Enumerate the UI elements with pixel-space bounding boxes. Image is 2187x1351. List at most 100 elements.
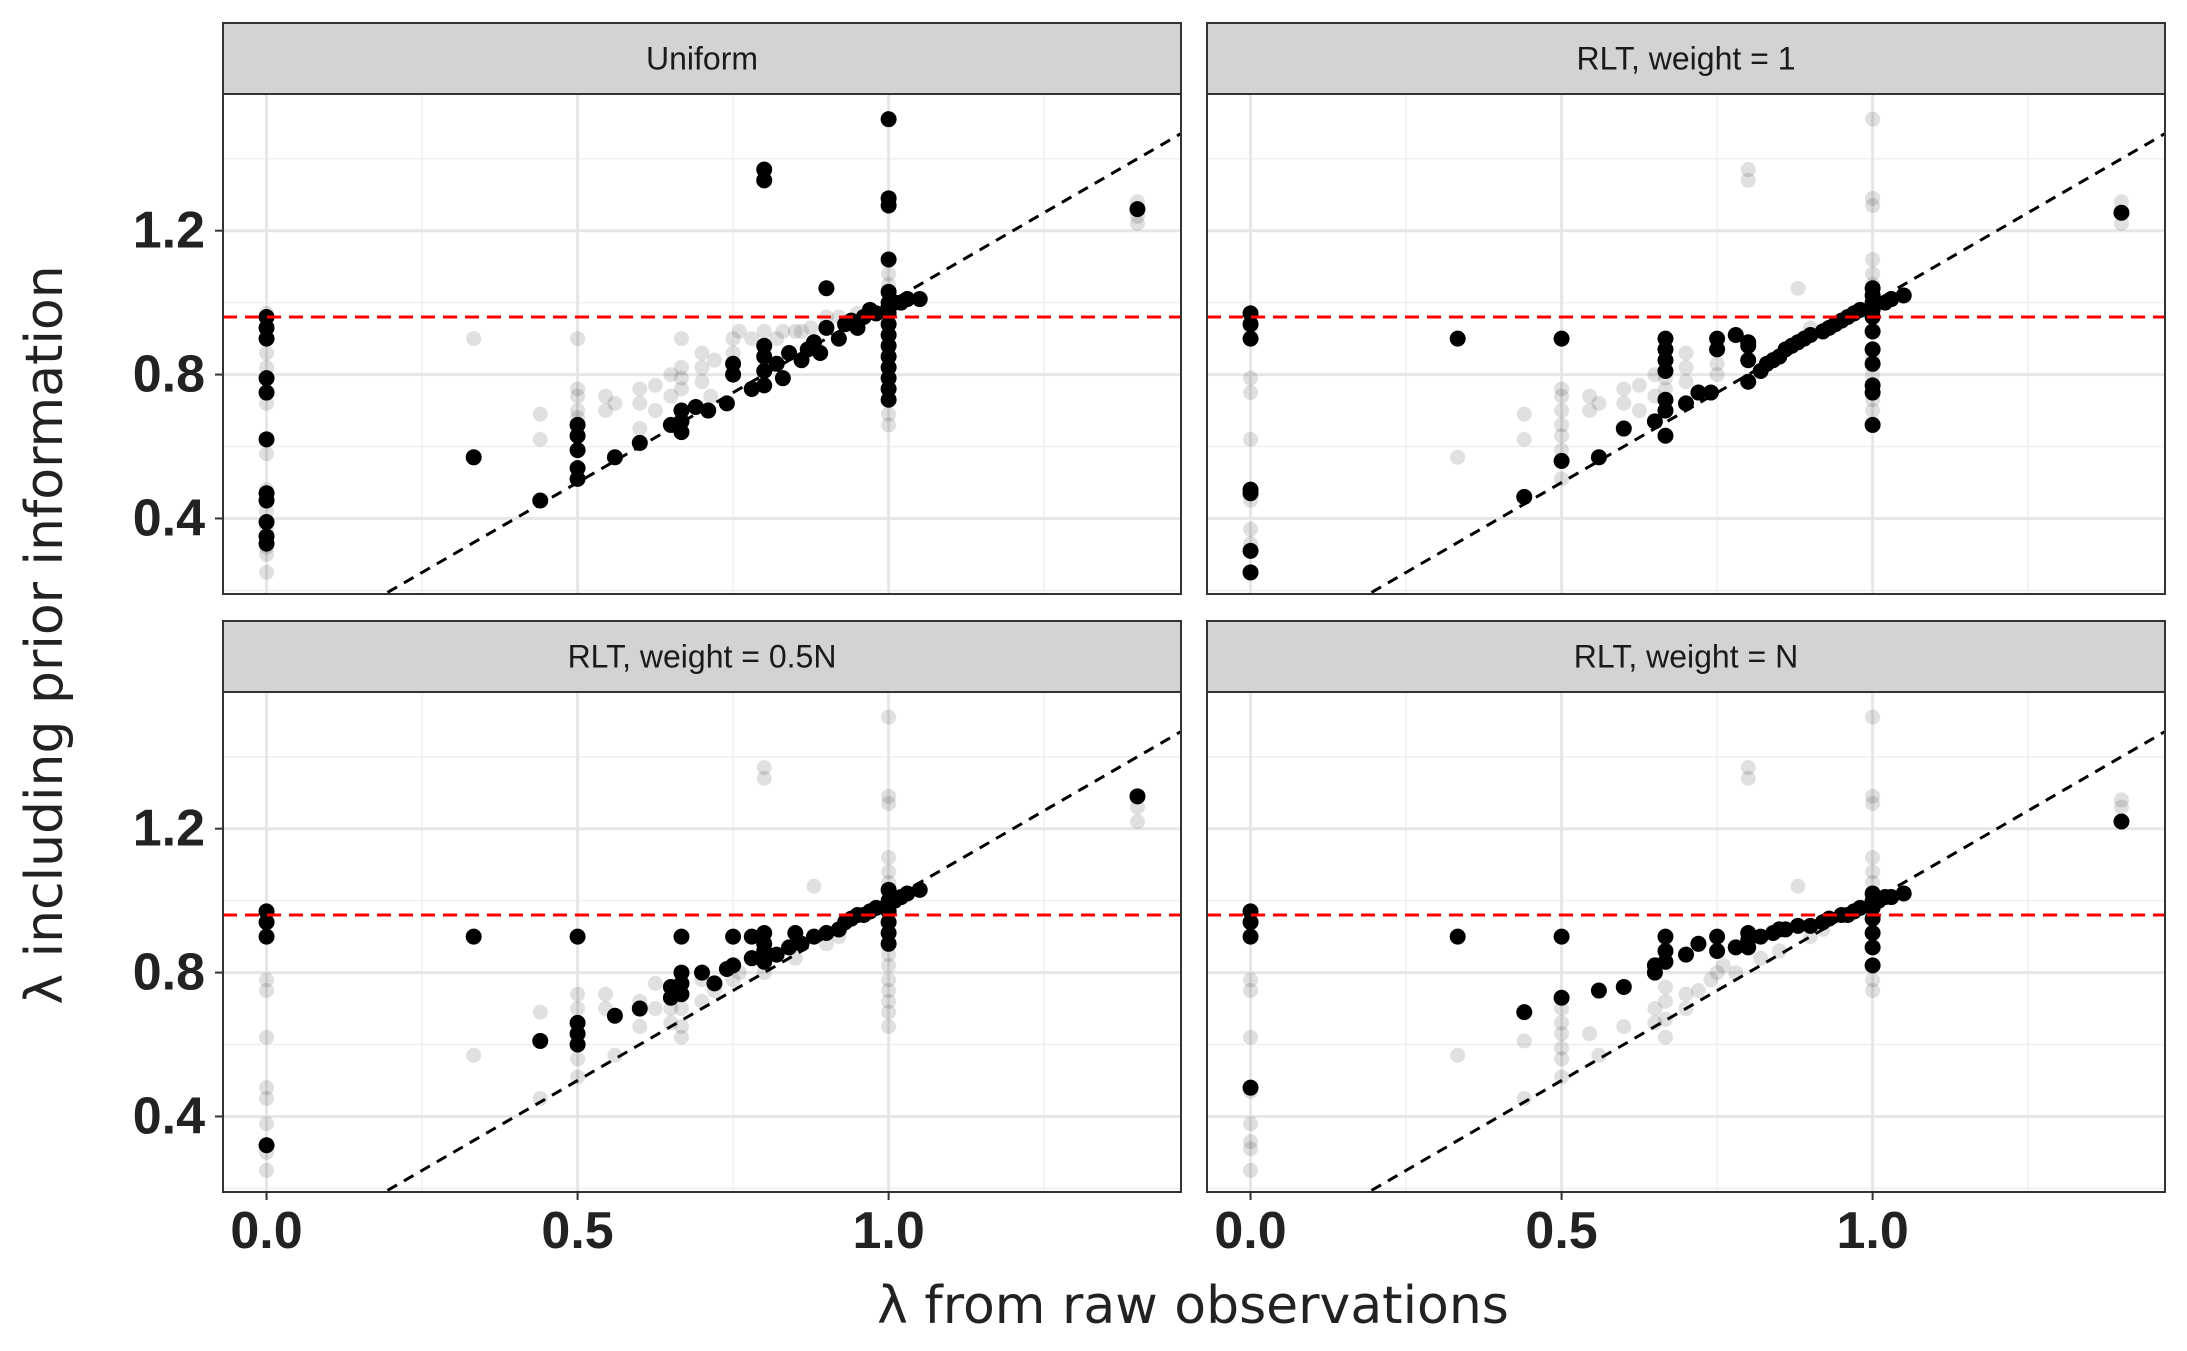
background-point [1243, 431, 1259, 447]
background-point [1243, 983, 1259, 999]
data-point [258, 384, 275, 401]
background-point [806, 878, 822, 894]
y-tick-label: 0.4 [133, 1087, 205, 1145]
background-point [1865, 788, 1881, 804]
data-point [743, 380, 760, 397]
background-point [1678, 345, 1694, 361]
background-point [1865, 403, 1881, 419]
data-point [1752, 928, 1769, 945]
data-point [756, 362, 773, 379]
background-point [259, 1116, 275, 1132]
background-point [1554, 417, 1570, 433]
data-point [1242, 542, 1259, 559]
data-point [1657, 391, 1674, 408]
background-point [1740, 162, 1756, 178]
background-point [1243, 385, 1259, 401]
background-point [647, 403, 663, 419]
data-point [1777, 921, 1794, 938]
data-point [1740, 373, 1757, 390]
background-point [632, 381, 648, 397]
background-point [532, 406, 548, 422]
background-point [570, 388, 586, 404]
background-point [259, 1162, 275, 1178]
background-point [881, 972, 897, 988]
data-point [1727, 327, 1744, 344]
data-point [1242, 305, 1259, 322]
background-point [881, 417, 897, 433]
panel-border [222, 691, 1182, 1193]
background-point [598, 986, 614, 1002]
background-point [1678, 359, 1694, 375]
data-point [756, 925, 773, 942]
background-point [259, 983, 275, 999]
panel-3: RLT, weight = 0.5N [222, 620, 1182, 1193]
data-point [781, 344, 798, 361]
panel-border [1206, 93, 2166, 595]
data-point [1864, 957, 1881, 974]
background-point [803, 320, 819, 336]
data-point [1864, 341, 1881, 358]
x-tick-label: 0.0 [230, 1202, 302, 1260]
data-point [2113, 813, 2130, 830]
background-point [1865, 251, 1881, 267]
data-point [1615, 420, 1632, 437]
background-point [1554, 1051, 1570, 1067]
data-point [818, 319, 835, 336]
background-point [744, 331, 760, 347]
background-point [694, 345, 710, 361]
background-point [1865, 190, 1881, 206]
x-tick-label: 1.0 [852, 1202, 924, 1260]
data-point [569, 928, 586, 945]
panel-background [223, 692, 1181, 1192]
data-point [756, 161, 773, 178]
data-point [812, 344, 829, 361]
data-point [1864, 939, 1881, 956]
data-point [1129, 201, 1146, 218]
data-point [1727, 939, 1744, 956]
data-point [1129, 788, 1146, 805]
background-point [532, 1090, 548, 1106]
data-point [706, 975, 723, 992]
x-tick-label: 0.5 [1525, 1202, 1597, 1260]
data-point [1789, 917, 1806, 934]
data-point [1802, 327, 1819, 344]
background-point [663, 1015, 679, 1031]
data-point [1242, 928, 1259, 945]
background-point [1709, 367, 1725, 383]
data-point [1740, 352, 1757, 369]
data-point [1553, 928, 1570, 945]
facet-title: Uniform [646, 41, 758, 77]
data-point [1553, 989, 1570, 1006]
background-point [775, 323, 791, 339]
data-point [1709, 330, 1726, 347]
background-point [1582, 1026, 1598, 1042]
background-point [881, 796, 897, 812]
identity-line [381, 132, 1181, 594]
background-point [769, 331, 785, 347]
panel-background [1207, 692, 2165, 1192]
data-point [465, 449, 482, 466]
data-point [569, 1014, 586, 1031]
identity-line [1365, 730, 2165, 1192]
background-point [570, 331, 586, 347]
background-point [1740, 760, 1756, 776]
facet-title: RLT, weight = N [1574, 639, 1798, 675]
background-point [647, 1001, 663, 1017]
background-point [1591, 395, 1607, 411]
background-point [673, 331, 689, 347]
data-point [258, 485, 275, 502]
data-point [1864, 323, 1881, 340]
plot-area [223, 692, 1181, 1192]
background-point [694, 359, 710, 375]
background-point [1657, 979, 1673, 995]
background-point [881, 983, 897, 999]
background-point [1616, 1019, 1632, 1035]
background-point [598, 388, 614, 404]
background-point [663, 388, 679, 404]
data-point [1657, 928, 1674, 945]
background-point [1243, 1134, 1259, 1150]
background-point [1657, 1029, 1673, 1045]
data-point [569, 442, 586, 459]
data-point [1553, 452, 1570, 469]
